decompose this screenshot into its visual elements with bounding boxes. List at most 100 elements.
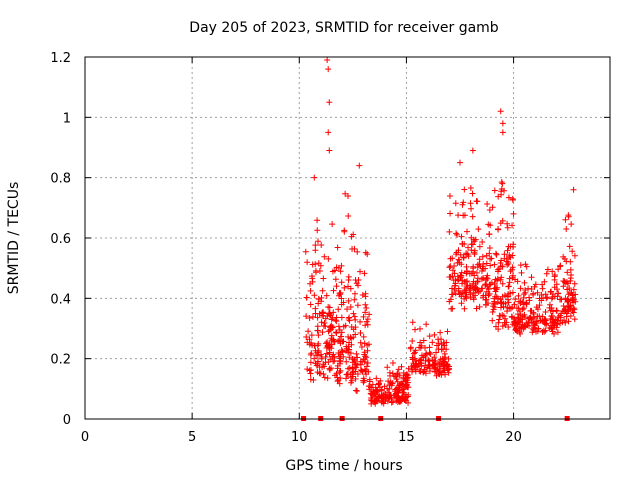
data-point	[530, 326, 537, 333]
data-point	[499, 280, 506, 287]
data-point	[564, 280, 571, 287]
data-point	[447, 273, 454, 280]
data-point	[353, 350, 360, 357]
data-point	[482, 301, 489, 308]
data-point	[325, 255, 332, 262]
data-point	[473, 198, 480, 205]
data-point	[326, 341, 333, 348]
grid-lines	[85, 57, 610, 419]
data-point	[375, 381, 382, 388]
data-point	[362, 309, 369, 316]
data-point	[307, 359, 314, 366]
data-point	[504, 220, 511, 227]
data-point	[338, 333, 345, 340]
data-point	[495, 193, 502, 200]
data-point	[323, 350, 330, 357]
data-point	[329, 221, 336, 228]
data-point	[399, 381, 406, 388]
data-point	[509, 195, 516, 202]
data-point	[537, 317, 544, 324]
data-point	[521, 279, 528, 286]
data-point	[567, 312, 574, 319]
data-point	[441, 362, 448, 369]
data-point	[351, 356, 358, 363]
data-point	[357, 339, 364, 346]
data-point	[328, 337, 335, 344]
y-tick-label: 0.8	[50, 172, 71, 187]
data-point	[498, 299, 505, 306]
data-point	[501, 251, 508, 258]
data-point	[567, 266, 574, 273]
data-point	[466, 282, 473, 289]
data-point	[396, 372, 403, 379]
data-point	[470, 268, 477, 275]
data-point	[546, 304, 553, 311]
data-point	[473, 305, 480, 312]
data-point	[363, 318, 370, 325]
data-point	[461, 305, 468, 312]
data-point	[478, 267, 485, 274]
data-point	[543, 320, 550, 327]
data-point	[437, 329, 444, 336]
data-point	[491, 187, 498, 194]
data-point	[328, 316, 335, 323]
data-point	[482, 265, 489, 272]
data-point	[336, 360, 343, 367]
data-point	[398, 363, 405, 370]
data-point	[572, 298, 579, 305]
data-point	[345, 349, 352, 356]
data-point	[385, 389, 392, 396]
data-point	[536, 313, 543, 320]
data-point	[312, 261, 319, 268]
data-point	[311, 292, 318, 299]
data-point	[547, 322, 554, 329]
data-point	[520, 294, 527, 301]
data-point	[563, 226, 570, 233]
data-point	[497, 260, 504, 267]
data-point	[354, 388, 361, 394]
data-point	[499, 129, 506, 136]
data-point	[378, 387, 385, 394]
data-point	[368, 395, 375, 402]
data-point	[567, 289, 574, 296]
data-point	[320, 370, 327, 377]
data-point	[318, 241, 325, 248]
data-point	[464, 267, 471, 274]
data-point	[512, 296, 519, 303]
data-point	[467, 200, 474, 207]
data-point	[350, 326, 357, 333]
data-point	[469, 147, 476, 154]
data-point	[467, 291, 474, 298]
data-point	[523, 300, 530, 307]
data-point	[489, 204, 496, 211]
data-point	[511, 301, 518, 308]
data-point	[486, 231, 493, 238]
data-point	[412, 326, 419, 333]
data-point	[325, 310, 332, 317]
data-point	[444, 328, 451, 335]
data-point	[488, 255, 495, 262]
data-point	[351, 290, 358, 297]
data-point	[321, 374, 328, 381]
data-point	[417, 339, 424, 346]
data-point	[363, 304, 370, 311]
data-point	[441, 350, 448, 357]
data-point	[553, 286, 560, 293]
data-point	[463, 263, 470, 270]
data-point	[440, 339, 447, 346]
data-point	[509, 264, 516, 271]
data-point	[330, 287, 337, 294]
data-point	[490, 306, 497, 313]
data-point	[547, 315, 554, 322]
data-point	[364, 347, 371, 354]
data-point	[362, 368, 369, 375]
data-point	[329, 323, 336, 330]
data-point	[303, 333, 310, 340]
data-point	[410, 350, 417, 357]
data-point	[312, 305, 319, 312]
data-point	[531, 283, 538, 290]
data-point	[479, 239, 486, 246]
data-point	[520, 305, 527, 312]
data-point	[334, 374, 341, 381]
